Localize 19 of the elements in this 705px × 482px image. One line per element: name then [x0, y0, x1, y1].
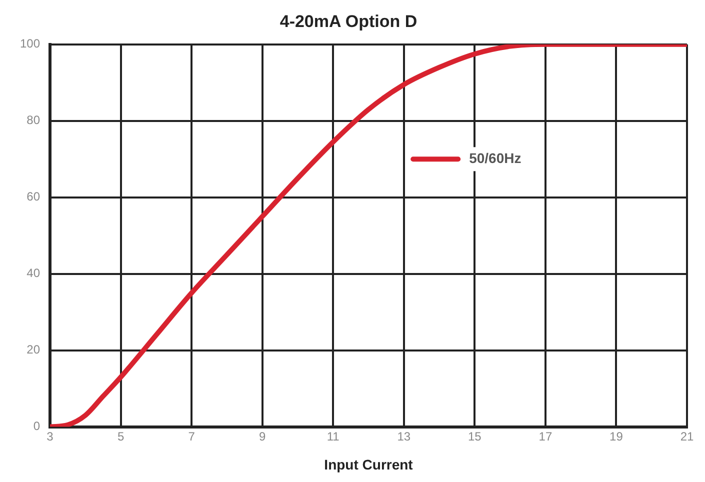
y-tick-label: 100 [20, 36, 40, 51]
x-tick-label: 17 [538, 429, 552, 444]
y-tick-label: 20 [26, 342, 40, 357]
chart-title: 4-20mA Option D [280, 12, 418, 31]
x-axis-title: Input Current [324, 456, 414, 472]
y-tick-label: 0 [33, 419, 40, 434]
x-tick-label: 3 [46, 429, 54, 444]
x-tick-label: 11 [326, 429, 340, 444]
y-tick-label: 80 [26, 113, 40, 128]
x-tick-label: 13 [397, 429, 411, 444]
y-tick-label: 40 [26, 266, 40, 280]
x-tick-label: 21 [680, 429, 694, 444]
y-tick-label: 60 [26, 190, 40, 204]
x-tick-label: 19 [610, 429, 624, 444]
x-tick-label: 9 [259, 429, 266, 444]
x-tick-label: 5 [117, 429, 124, 444]
x-tick-label: 15 [468, 429, 482, 444]
legend-label: 50/60Hz [469, 150, 522, 166]
x-tick-label: 7 [188, 429, 196, 444]
